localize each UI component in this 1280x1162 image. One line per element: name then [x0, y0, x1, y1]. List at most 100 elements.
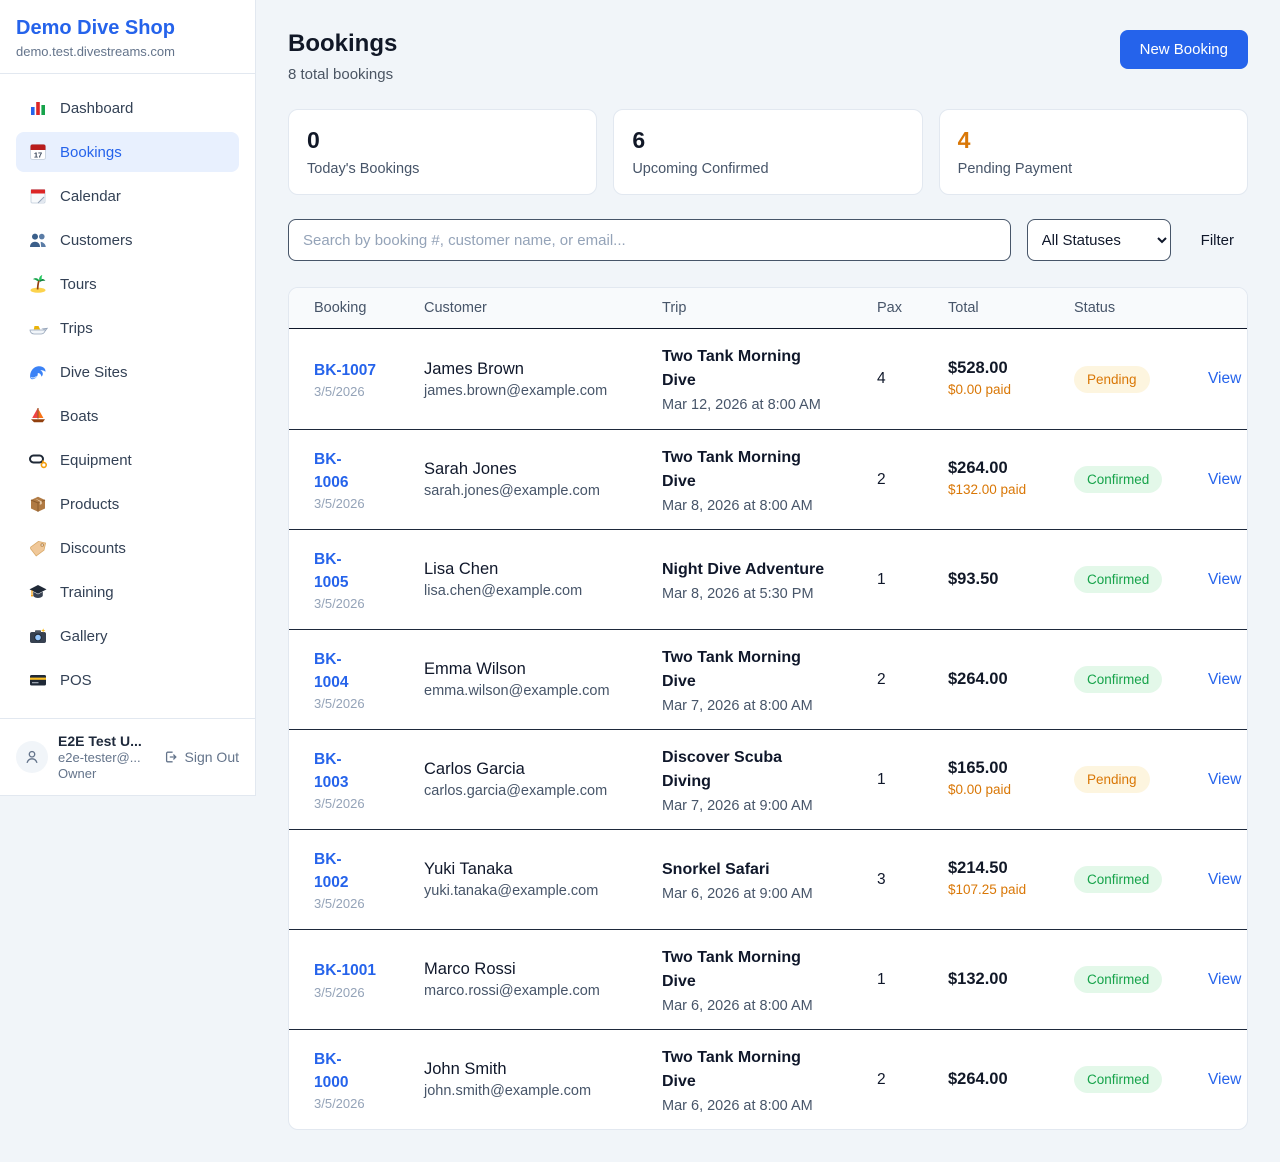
avatar [16, 741, 48, 773]
stat-value: 6 [632, 127, 646, 153]
total-amount: $132.00 [948, 970, 1008, 988]
sidebar-item-products[interactable]: Products [16, 484, 239, 524]
stat-label: Pending Payment [957, 161, 1073, 177]
customer-name: Marco Rossi [424, 960, 516, 978]
sidebar-item-dive-sites[interactable]: Dive Sites [16, 352, 239, 392]
sign-out-label: Sign Out [184, 749, 239, 765]
sign-out-button[interactable]: Sign Out [163, 749, 239, 765]
products-icon [28, 494, 48, 514]
sidebar: Demo Dive Shop demo.test.divestreams.com… [0, 0, 256, 796]
sidebar-item-boats[interactable]: Boats [16, 396, 239, 436]
customer-name: Emma Wilson [424, 660, 526, 678]
pax-count: 1 [877, 970, 886, 988]
booking-number-link[interactable]: BK-1001 [314, 962, 377, 980]
view-link[interactable]: View [1208, 870, 1242, 888]
sidebar-item-label: Discounts [60, 539, 126, 557]
page-subtitle: 8 total bookings [288, 66, 394, 83]
customer-email: marco.rossi@example.com [424, 983, 600, 999]
sidebar-item-label: Tours [60, 275, 97, 293]
trip-name: Discover Scuba Diving [662, 748, 783, 790]
sidebar-item-label: Dashboard [60, 99, 134, 117]
sidebar-item-label: Training [60, 583, 114, 601]
status-badge: Pending [1074, 365, 1150, 393]
booking-number-link[interactable]: BK- 1004 [314, 650, 349, 691]
search-input[interactable] [288, 219, 1011, 261]
view-link[interactable]: View [1208, 470, 1242, 488]
booking-date: 3/5/2026 [314, 984, 365, 1000]
stat-value: 4 [957, 127, 971, 153]
booking-number-link[interactable]: BK- 1003 [314, 750, 349, 791]
trip-datetime: Mar 7, 2026 at 8:00 AM [662, 697, 813, 714]
sign-out-icon [165, 751, 177, 763]
trip-name: Two Tank Morning Dive [662, 1048, 801, 1090]
booking-number-link[interactable]: BK- 1002 [314, 850, 349, 891]
sidebar-item-equipment[interactable]: Equipment [16, 440, 239, 480]
view-link[interactable]: View [1208, 370, 1242, 387]
customer-email: emma.wilson@example.com [424, 683, 610, 699]
customer-name: John Smith [424, 1060, 507, 1078]
sidebar-item-dashboard[interactable]: Dashboard [16, 88, 239, 128]
booking-date: 3/5/2026 [314, 384, 365, 400]
user-email: e2e-tester@... [58, 750, 141, 765]
column-header-pax: Pax [877, 300, 902, 316]
table-row: BK- 1006 3/5/2026 Sarah Jones sarah.jones… [289, 429, 1247, 529]
sidebar-item-discounts[interactable]: Discounts [16, 528, 239, 568]
booking-number-link[interactable]: BK- 1005 [314, 550, 349, 591]
trip-name: Snorkel Safari [662, 860, 770, 878]
status-badge: Confirmed [1074, 866, 1163, 893]
page-title: Bookings [288, 30, 398, 57]
trip-datetime: Mar 8, 2026 at 5:30 PM [662, 585, 814, 602]
booking-number-link[interactable]: BK- 1000 [314, 1050, 349, 1091]
sidebar-item-training[interactable]: Training [16, 572, 239, 612]
customer-email: lisa.chen@example.com [424, 583, 583, 599]
sidebar-item-trips[interactable]: Trips [16, 308, 239, 348]
main-content: Bookings 8 total bookings New Booking 0 … [256, 0, 1280, 1162]
sidebar-item-customers[interactable]: Customers [16, 220, 239, 260]
status-filter-select[interactable]: All Statuses [1026, 219, 1171, 261]
booking-date: 3/5/2026 [314, 696, 365, 712]
booking-number-link[interactable]: BK-1007 [314, 361, 377, 379]
sidebar-item-label: Equipment [60, 451, 132, 469]
table-row: BK- 1003 3/5/2026 Carlos Garcia carlos.ga… [289, 729, 1247, 829]
table-row: BK-1007 3/5/2026 James Brown james.brown… [289, 329, 1247, 429]
column-header-actions [1194, 288, 1239, 328]
view-link[interactable]: View [1208, 1070, 1242, 1088]
sidebar-item-gallery[interactable]: Gallery [16, 616, 239, 656]
sidebar-item-tours[interactable]: Tours [16, 264, 239, 304]
filter-button[interactable]: Filter [1187, 224, 1248, 257]
booking-date: 3/5/2026 [314, 496, 365, 512]
paid-amount: $0.00 paid [948, 381, 1012, 397]
table-header: Booking Customer Trip Pax Total Status [289, 288, 1247, 329]
shop-domain: demo.test.divestreams.com [16, 44, 175, 59]
sidebar-item-calendar[interactable]: Calendar [16, 176, 239, 216]
trip-datetime: Mar 6, 2026 at 9:00 AM [662, 885, 813, 902]
customer-name: Yuki Tanaka [424, 860, 513, 878]
page-header: Bookings 8 total bookings New Booking [288, 30, 1248, 83]
pax-count: 2 [877, 1070, 886, 1088]
table-row: BK- 1002 3/5/2026 Yuki Tanaka yuki.tanaka… [289, 829, 1247, 929]
view-link[interactable]: View [1208, 770, 1242, 788]
calendar-icon [28, 186, 48, 206]
pax-count: 1 [877, 770, 886, 788]
table-row: BK- 1005 3/5/2026 Lisa Chen lisa.chen@exa… [289, 529, 1247, 629]
sidebar-item-label: Products [60, 495, 120, 513]
sidebar-item-pos[interactable]: POS [16, 660, 239, 700]
pax-count: 2 [877, 670, 886, 688]
view-link[interactable]: View [1208, 570, 1242, 588]
column-header-booking: Booking [314, 300, 367, 316]
trip-name: Night Dive Adventure [662, 560, 825, 578]
status-badge: Pending [1074, 766, 1150, 793]
column-header-trip: Trip [662, 300, 687, 316]
view-link[interactable]: View [1208, 670, 1242, 688]
dashboard-icon [28, 98, 48, 118]
total-amount: $93.50 [948, 570, 999, 588]
new-booking-button[interactable]: New Booking [1119, 30, 1248, 69]
table-row: BK-1001 3/5/2026 Marco Rossi marco.rossi… [289, 929, 1247, 1029]
stat-card-today's-bookings: 0 Today's Bookings [288, 109, 598, 195]
sidebar-item-bookings[interactable]: 17 Bookings [16, 132, 239, 172]
discounts-icon [28, 538, 48, 558]
shop-header: Demo Dive Shop demo.test.divestreams.com [0, 0, 255, 74]
booking-number-link[interactable]: BK- 1006 [314, 450, 349, 491]
view-link[interactable]: View [1208, 970, 1242, 988]
customer-email: yuki.tanaka@example.com [424, 883, 599, 899]
